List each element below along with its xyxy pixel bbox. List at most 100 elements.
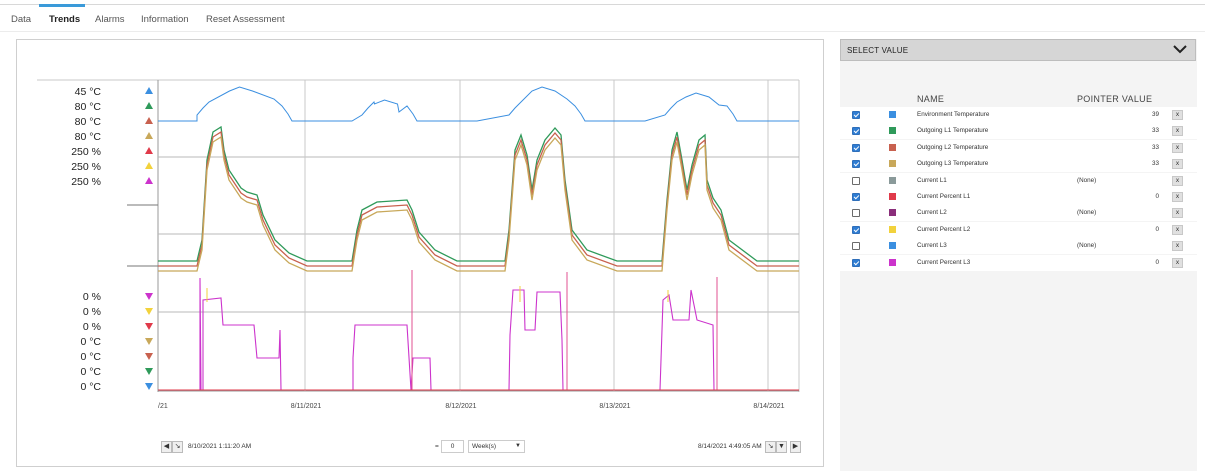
remove-series-button[interactable]: x: [1172, 192, 1183, 202]
tab-bar-divider: [0, 31, 1205, 32]
tab-bar: Data Trends Alarms Information Reset Ass…: [0, 4, 1205, 32]
series-color-swatch: [889, 242, 896, 250]
series-row: Current L1 (None) x: [840, 172, 1197, 189]
scroll-right-button[interactable]: ▶: [790, 441, 801, 453]
active-tab-indicator: [39, 4, 85, 7]
series-row: Current Percent L2 0 x: [840, 221, 1197, 238]
select-value-dropdown[interactable]: SELECT VALUE: [840, 39, 1196, 61]
period-unit-value: Week(s): [472, 443, 497, 450]
series-row: Outgoing L2 Temperature 33 x: [840, 139, 1197, 156]
series-pointer-value: (None): [1077, 242, 1097, 250]
series-checkbox[interactable]: [852, 193, 860, 201]
y-axis-label: 80 °C: [75, 131, 102, 143]
end-time: 8/14/2021 4:49:05 AM: [698, 443, 762, 450]
series-name: Current Percent L1: [917, 193, 971, 200]
tab-information[interactable]: Information: [141, 14, 189, 25]
series-row: Current Percent L1 0 x: [840, 189, 1197, 205]
series-checkbox[interactable]: [852, 209, 860, 218]
series-line: [158, 130, 799, 267]
equals-sign: =: [435, 443, 439, 450]
series-pointer-value: 33: [1151, 160, 1159, 168]
series-name: Current L3: [917, 242, 947, 250]
series-checkbox[interactable]: [852, 176, 860, 185]
trend-chart-panel: /21 8/11/2021 8/12/2021 8/13/2021 8/14/2021 4…: [16, 39, 824, 467]
series-checkbox[interactable]: [852, 242, 860, 251]
y-axis-label: 80 °C: [75, 101, 102, 113]
series-name: Outgoing L2 Temperature: [917, 143, 989, 151]
x-tick-label: 8/12/2021: [445, 403, 476, 410]
triangle-up-icon: [145, 132, 153, 139]
series-row: Outgoing L3 Temperature 33 x: [840, 156, 1197, 173]
series-checkbox[interactable]: [852, 127, 860, 136]
series-pointer-value: 0: [1155, 258, 1159, 266]
chevron-down-icon: ▼: [515, 443, 521, 449]
trend-chart[interactable]: /21 8/11/2021 8/12/2021 8/13/2021 8/14/2021 4…: [17, 40, 825, 435]
triangle-down-icon: [145, 293, 153, 300]
remove-series-button[interactable]: x: [1172, 224, 1183, 235]
series-row: Environment Temperature 39 x: [840, 107, 1197, 123]
tab-trends[interactable]: Trends: [49, 14, 81, 25]
triangle-up-icon: [145, 102, 153, 109]
series-row: Current L2 (None) x: [840, 205, 1197, 222]
y-axis-label: 250 %: [71, 161, 101, 173]
y-axis-label: 80 °C: [75, 116, 102, 128]
series-line: [158, 125, 799, 262]
series-row: Current L3 (None) x: [840, 238, 1197, 255]
series-color-swatch: [889, 209, 896, 217]
series-color-swatch: [889, 111, 896, 118]
remove-series-button[interactable]: x: [1172, 126, 1183, 137]
series-color-swatch: [889, 143, 896, 151]
triangle-down-icon: [145, 368, 153, 375]
triangle-up-icon: [145, 87, 153, 94]
scroll-left-button[interactable]: ◀: [161, 441, 172, 453]
y-axis-label: 250 %: [71, 176, 101, 188]
series-name: Current Percent L3: [917, 258, 971, 266]
series-checkbox[interactable]: [852, 111, 860, 119]
series-color-swatch: [889, 258, 896, 266]
remove-series-button[interactable]: x: [1172, 142, 1183, 153]
y-axis-label: 0 %: [83, 321, 101, 333]
series-color-swatch: [889, 127, 896, 135]
series-pointer-value: 0: [1155, 193, 1159, 200]
series-checkbox[interactable]: [852, 143, 860, 152]
y-axis-label: 0 °C: [80, 336, 101, 348]
series-checkbox[interactable]: [852, 160, 860, 169]
x-tick-label: /21: [158, 403, 168, 410]
top-divider: [0, 4, 1205, 5]
series-checkbox[interactable]: [852, 225, 860, 234]
remove-series-button[interactable]: x: [1172, 175, 1183, 186]
tab-data[interactable]: Data: [11, 14, 32, 25]
series-pointer-value: 39: [1151, 111, 1159, 118]
remove-series-button[interactable]: x: [1172, 159, 1183, 170]
y-axis-label: 0 °C: [80, 381, 101, 393]
x-tick-label: 8/14/2021: [753, 403, 784, 410]
zoom-end-button[interactable]: ↘: [765, 441, 776, 453]
period-input[interactable]: 0: [441, 440, 464, 453]
zoom-start-button[interactable]: ↘: [172, 441, 183, 453]
end-dropdown-button[interactable]: ▼: [776, 441, 787, 453]
remove-series-button[interactable]: x: [1172, 110, 1183, 120]
start-time: 8/10/2021 1:11:20 AM: [188, 443, 252, 450]
tab-alarms[interactable]: Alarms: [95, 14, 125, 25]
y-axis-label: 0 °C: [80, 351, 101, 363]
series-line: [158, 86, 799, 122]
triangle-down-icon: [145, 323, 153, 330]
series-panel: SELECT VALUE NAME POINTER VALUE Environm…: [840, 39, 1197, 471]
remove-series-button[interactable]: x: [1172, 257, 1183, 268]
select-value-label: SELECT VALUE: [847, 46, 909, 55]
remove-series-button[interactable]: x: [1172, 208, 1183, 219]
series-line: [158, 277, 799, 391]
y-axis-label: 0 °C: [80, 366, 101, 378]
remove-series-button[interactable]: x: [1172, 241, 1183, 252]
y-axis-label: 45 °C: [75, 86, 102, 98]
tab-reset-assessment[interactable]: Reset Assessment: [206, 14, 285, 25]
triangle-up-icon: [145, 177, 153, 184]
triangle-up-icon: [145, 147, 153, 154]
triangle-down-icon: [145, 383, 153, 390]
chart-footer: ◀ ↘ 8/10/2021 1:11:20 AM = 0 Week(s) ▼ 8/…: [17, 438, 825, 458]
period-unit-select[interactable]: Week(s) ▼: [468, 440, 525, 453]
series-name: Current L1: [917, 176, 947, 184]
series-color-swatch: [889, 193, 896, 200]
triangle-down-icon: [145, 308, 153, 315]
series-checkbox[interactable]: [852, 258, 860, 267]
